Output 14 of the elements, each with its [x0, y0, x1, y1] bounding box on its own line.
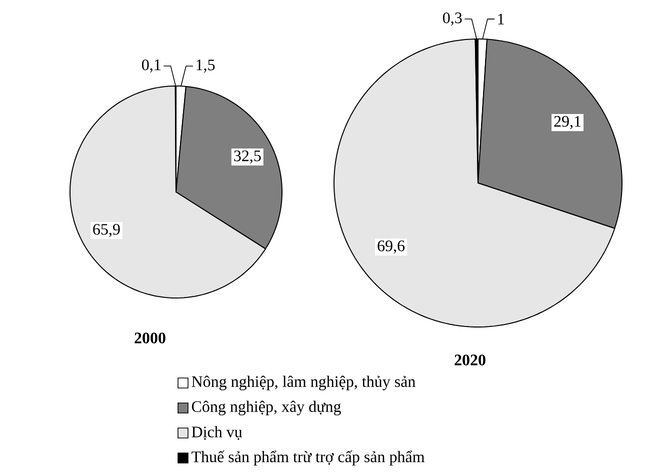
data-label: 32,5	[234, 150, 261, 164]
text: 2020	[454, 354, 486, 366]
data-label: 65,9	[93, 224, 120, 238]
legend-label: Công nghiệp, xây dựng	[192, 400, 341, 416]
data-label: 69,6	[378, 240, 405, 254]
legend-label: Dịch vụ	[192, 426, 242, 440]
legend-label: Thuế sản phẩm trừ trợ cấp sản phẩm	[192, 450, 425, 466]
data-label: 1	[498, 14, 504, 24]
data-label: 0,3	[442, 12, 462, 26]
data-label: 1,5	[196, 60, 215, 73]
data-label: 0,1	[142, 59, 160, 73]
legend-label: Nông nghiệp, lâm nghiệp, thủy sản	[192, 376, 416, 390]
text: 2000	[134, 332, 166, 344]
data-label: 29,1	[554, 116, 581, 130]
